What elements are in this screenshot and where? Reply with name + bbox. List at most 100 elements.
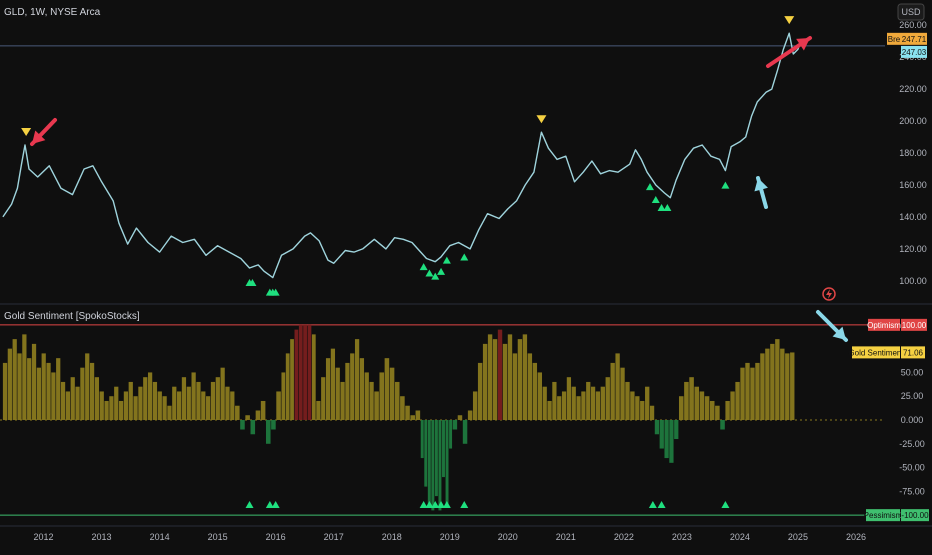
sentiment-bar bbox=[438, 420, 442, 511]
sentiment-bar bbox=[765, 348, 770, 420]
sentiment-bar bbox=[250, 420, 256, 435]
usd-button[interactable]: USD bbox=[897, 3, 925, 21]
sentiment-bar bbox=[576, 396, 581, 420]
sentiment-bar bbox=[230, 391, 235, 420]
sentiment-bar bbox=[487, 334, 493, 420]
sentiment-last-value: 71.06 bbox=[903, 348, 924, 357]
x-tick-label: 2017 bbox=[324, 532, 344, 542]
sentiment-bar bbox=[659, 420, 664, 449]
bottom-signal-marker bbox=[442, 256, 451, 264]
sentiment-bar bbox=[610, 362, 615, 420]
x-tick-label: 2021 bbox=[556, 532, 576, 542]
sentiment-bar bbox=[620, 367, 625, 420]
bottom-signal-marker bbox=[721, 181, 730, 189]
price-y-tick-label: 180.00 bbox=[899, 148, 927, 158]
sentiment-bar bbox=[225, 386, 230, 420]
sentiment-signal-marker bbox=[460, 501, 469, 508]
sentiment-bar bbox=[7, 348, 12, 420]
sentiment-y-tick-label: 50.00 bbox=[901, 367, 924, 377]
annotation-arrow-head bbox=[32, 130, 46, 144]
optimism-value-box bbox=[901, 318, 927, 331]
sentiment-bar bbox=[735, 381, 740, 420]
sentiment-bar bbox=[462, 420, 468, 444]
x-tick-label: 2025 bbox=[788, 532, 808, 542]
price-y-tick-label: 140.00 bbox=[899, 212, 927, 222]
sentiment-bar bbox=[394, 381, 400, 420]
x-tick-label: 2018 bbox=[382, 532, 402, 542]
sentiment-bar bbox=[177, 391, 182, 420]
sentiment-bar bbox=[186, 386, 191, 420]
sentiment-bar bbox=[482, 343, 488, 420]
sentiment-bar bbox=[571, 386, 576, 420]
sentiment-bar bbox=[172, 386, 177, 420]
sentiment-bar bbox=[512, 353, 518, 420]
optimism-label: Optimism bbox=[867, 321, 901, 330]
sentiment-bar bbox=[157, 391, 162, 420]
sentiment-bar bbox=[60, 381, 66, 420]
sentiment-bar bbox=[167, 405, 172, 420]
usd-label[interactable]: USD bbox=[901, 7, 921, 17]
sentiment-bar bbox=[364, 372, 369, 420]
sentiment-bar bbox=[285, 353, 290, 420]
sentiment-bar bbox=[152, 381, 158, 420]
bottom-signal-marker bbox=[271, 288, 280, 296]
sentiment-bar bbox=[265, 420, 271, 444]
sentiment-bar bbox=[625, 381, 630, 420]
sentiment-signal-marker bbox=[721, 501, 730, 508]
sentiment-bar bbox=[552, 381, 557, 420]
sentiment-bar bbox=[235, 405, 240, 420]
sentiment-bar bbox=[635, 396, 640, 420]
usd-button-box[interactable] bbox=[897, 3, 925, 21]
sentiment-y-tick-label: -75.00 bbox=[899, 486, 925, 496]
grid-layer bbox=[0, 303, 932, 527]
sentiment-bar bbox=[260, 400, 266, 420]
sentiment-title: Gold Sentiment [SpokoStocks] bbox=[4, 311, 140, 322]
pessimism-label-box bbox=[866, 509, 900, 522]
sentiment-bar bbox=[389, 367, 395, 420]
sentiment-bar bbox=[325, 358, 331, 420]
price-badge-box bbox=[901, 32, 927, 45]
annotation-arrow-head bbox=[832, 326, 846, 340]
sentiment-signal-marker bbox=[425, 501, 434, 508]
sentiment-bar bbox=[379, 372, 385, 420]
x-tick-label: 2016 bbox=[266, 532, 286, 542]
sentiment-bar bbox=[374, 391, 379, 420]
sentiment-bar bbox=[303, 324, 307, 420]
sentiment-bar bbox=[740, 367, 745, 420]
sentiment-layer bbox=[0, 324, 885, 516]
sentiment-bar bbox=[790, 352, 795, 420]
sentiment-bar bbox=[590, 386, 596, 420]
annotation-arrow-head bbox=[754, 178, 768, 192]
price-y-tick-label: 220.00 bbox=[899, 84, 927, 94]
sentiment-bar bbox=[566, 377, 572, 420]
sentiment-bar bbox=[384, 358, 390, 420]
sentiment-bar bbox=[359, 358, 365, 420]
sentiment-bar bbox=[65, 391, 71, 420]
sentiment-bar bbox=[94, 377, 100, 420]
sentiment-bar bbox=[434, 420, 438, 497]
sentiment-bar bbox=[27, 358, 32, 420]
sentiment-bar bbox=[720, 420, 725, 430]
pessimism-value: -100.00 bbox=[901, 511, 929, 520]
sentiment-bar bbox=[316, 400, 321, 420]
sentiment-bar bbox=[775, 339, 780, 420]
bottom-signal-marker bbox=[437, 267, 446, 275]
sentiment-bar bbox=[704, 396, 710, 420]
sentiment-bar bbox=[615, 353, 620, 420]
sentiment-bar bbox=[276, 391, 281, 420]
sentiment-bar bbox=[497, 329, 503, 420]
sentiment-bar bbox=[581, 391, 586, 420]
x-tick-label: 2014 bbox=[150, 532, 170, 542]
sentiment-bar bbox=[181, 377, 187, 420]
sentiment-bar bbox=[472, 391, 478, 420]
top-signal-marker bbox=[536, 115, 547, 124]
sentiment-bar bbox=[542, 386, 547, 420]
sentiment-signal-marker bbox=[657, 501, 666, 508]
sentiment-bar bbox=[354, 339, 360, 420]
x-tick-label: 2013 bbox=[92, 532, 112, 542]
price-badge-value: 247.71 bbox=[902, 35, 927, 44]
sentiment-bar bbox=[311, 334, 316, 420]
sentiment-bar bbox=[400, 396, 405, 420]
